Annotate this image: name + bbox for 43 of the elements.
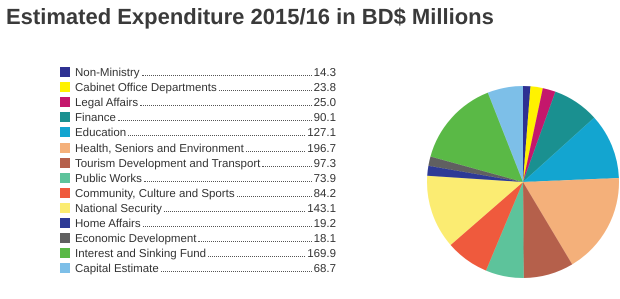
data-label: 14.3: [314, 67, 336, 80]
pie-slice: [523, 86, 530, 182]
legend-label: Public Works: [75, 172, 142, 185]
data-label: 18.1: [314, 233, 336, 246]
pie-slice: [523, 86, 543, 182]
pie-slice: [486, 182, 524, 278]
pie-slice: [450, 182, 523, 271]
data-label: 68.7: [314, 263, 336, 276]
legend-label: Legal Affairs: [75, 97, 138, 110]
legend-label: Economic Development: [75, 233, 196, 246]
chart-title: Estimated Expenditure 2015/16 in BD$ Millions: [6, 4, 494, 30]
data-label: 143.1: [307, 202, 336, 215]
data-label: 127.1: [307, 127, 336, 140]
pie-slice: [523, 88, 556, 182]
legend-label: Finance: [75, 112, 116, 124]
data-label: 23.8: [314, 82, 336, 94]
legend-label: Capital Estimate: [75, 263, 159, 276]
pie-slice: [523, 178, 619, 264]
legend-label: National Security: [75, 202, 162, 215]
pie-slice: [430, 92, 523, 182]
legend-label: Home Affairs: [75, 218, 141, 230]
legend-label: Education: [75, 127, 126, 140]
pie-slice: [427, 176, 523, 245]
data-label: 169.9: [307, 248, 336, 260]
legend-label: Non-Ministry: [75, 67, 140, 80]
legend-label: Community, Culture and Sports: [75, 188, 235, 200]
legend-label: Cabinet Office Departments: [75, 82, 217, 94]
pie-slice: [523, 118, 619, 182]
data-label: 73.9: [314, 172, 336, 185]
data-label: 25.0: [314, 97, 336, 110]
pie-slice: [523, 92, 594, 182]
legend-label: Interest and Sinking Fund: [75, 248, 206, 260]
legend-label: Health, Seniors and Environment: [75, 142, 244, 155]
data-label: 19.2: [314, 218, 336, 230]
pie-slice: [427, 166, 523, 182]
data-label: 90.1: [314, 112, 336, 124]
pie-slice: [428, 156, 523, 182]
data-label: 97.3: [314, 158, 336, 170]
data-label: 84.2: [314, 188, 336, 200]
data-label: 196.7: [307, 142, 336, 155]
pie-slice: [523, 182, 572, 278]
legend-label: Tourism Development and Transport: [75, 158, 260, 170]
pie-slice: [488, 86, 523, 182]
